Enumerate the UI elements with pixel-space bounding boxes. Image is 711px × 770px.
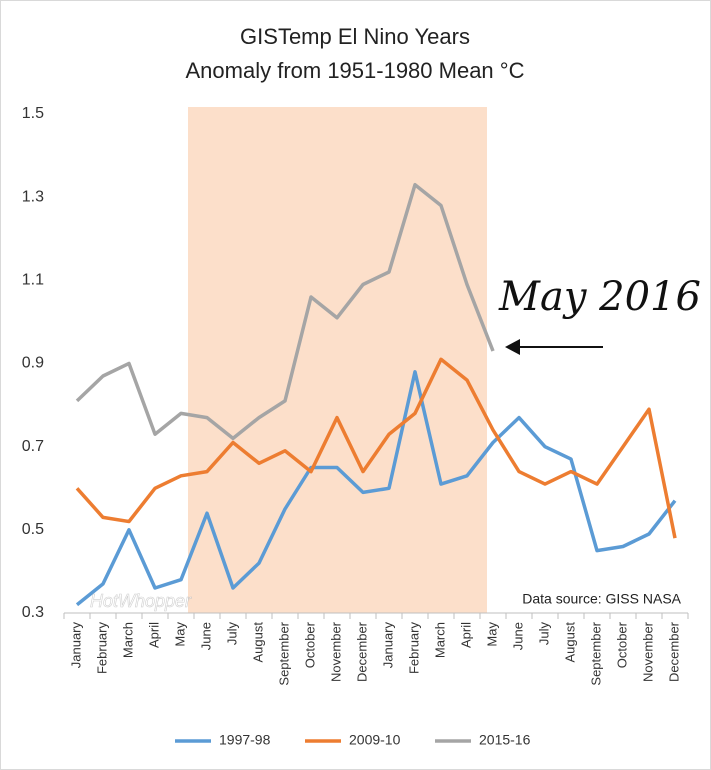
annotation-handwritten: May 2016 bbox=[498, 274, 701, 320]
y-tick-label: 0.7 bbox=[22, 438, 44, 455]
x-tick-label: May bbox=[172, 622, 187, 647]
y-tick-label: 1.1 bbox=[22, 272, 44, 289]
y-tick-label: 1.5 bbox=[22, 105, 44, 122]
x-tick-label: April bbox=[458, 622, 473, 648]
x-tick-label: March bbox=[120, 622, 135, 658]
watermark: HotWhopper bbox=[90, 591, 192, 611]
x-tick-label: October bbox=[614, 621, 629, 668]
x-tick-label: February bbox=[406, 622, 421, 675]
x-tick-label: June bbox=[198, 622, 213, 650]
x-tick-label: August bbox=[250, 622, 265, 663]
y-tick-label: 1.3 bbox=[22, 188, 44, 205]
chart-title: GISTemp El Nino Years bbox=[240, 24, 470, 49]
x-tick-label: June bbox=[510, 622, 525, 650]
y-tick-label: 0.3 bbox=[22, 604, 44, 621]
y-tick-label: 0.9 bbox=[22, 355, 44, 372]
legend-label: 2009-10 bbox=[349, 732, 401, 748]
chart-subtitle: Anomaly from 1951-1980 Mean °C bbox=[186, 58, 525, 83]
arrow-head bbox=[505, 339, 520, 355]
x-tick-label: May bbox=[484, 622, 499, 647]
series-line bbox=[75, 182, 495, 441]
x-tick-label: January bbox=[380, 622, 395, 669]
x-tick-label: March bbox=[432, 622, 447, 658]
x-tick-label: July bbox=[536, 622, 551, 646]
x-tick-label: January bbox=[68, 622, 83, 669]
x-tick-label: August bbox=[562, 622, 577, 663]
x-tick-label: July bbox=[224, 622, 239, 646]
x-tick-label: October bbox=[302, 621, 317, 668]
y-tick-label: 0.5 bbox=[22, 521, 44, 538]
x-tick-label: December bbox=[666, 621, 681, 682]
x-tick-label: November bbox=[640, 621, 655, 682]
x-tick-label: February bbox=[94, 622, 109, 675]
x-tick-label: September bbox=[276, 621, 291, 685]
series-line bbox=[75, 357, 677, 539]
x-tick-label: April bbox=[146, 622, 161, 648]
highlight-band bbox=[188, 107, 487, 613]
legend-label: 1997-98 bbox=[219, 732, 271, 748]
legend-label: 2015-16 bbox=[479, 732, 531, 748]
x-tick-label: November bbox=[328, 621, 343, 682]
data-source: Data source: GISS NASA bbox=[522, 591, 681, 607]
x-tick-label: September bbox=[588, 621, 603, 685]
x-tick-label: December bbox=[354, 621, 369, 682]
